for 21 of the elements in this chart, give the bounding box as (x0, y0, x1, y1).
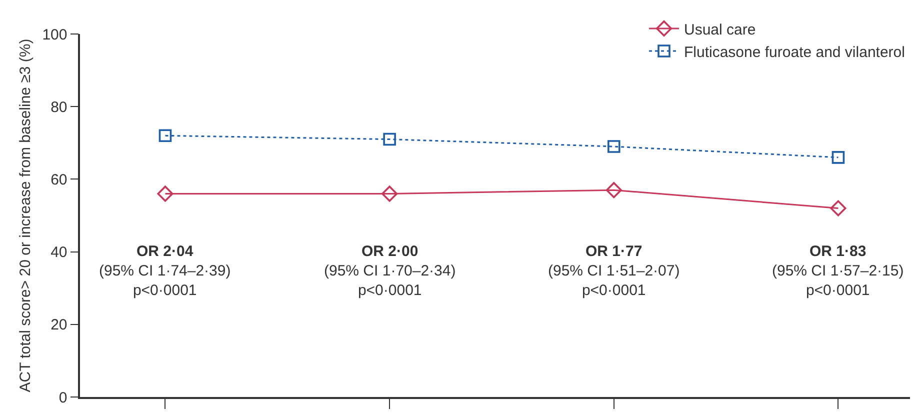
y-tick-label: 20 (50, 316, 68, 334)
y-tick-label: 40 (50, 244, 68, 262)
annotation: OR 2·04 (95% CI 1·74–2·39) p<0·0001 (99, 243, 231, 299)
y-tick-label: 100 (42, 26, 68, 44)
y-tick-label: 60 (50, 171, 68, 188)
y-axis-title: ACT total score> 20 or increase from baseline ≥3 (%) (16, 38, 34, 392)
annotation: OR 1·83 (95% CI 1·57–2·15) p<0·0001 (772, 243, 904, 299)
legend-label: Usual care (684, 21, 756, 38)
annotation: OR 2·00 (95% CI 1·70–2·34) p<0·0001 (324, 243, 456, 299)
point (607, 140, 620, 153)
legend-label: Fluticasone furoate and vilanterol (684, 44, 905, 61)
point (830, 200, 846, 216)
point (157, 186, 174, 202)
point (383, 132, 396, 146)
annotation: OR 1·77 (95% CI 1·51–2·07) p<0·0001 (548, 243, 680, 299)
y-tick-label: 0 (58, 389, 68, 406)
y-tick-label: 80 (50, 98, 68, 116)
point (606, 182, 622, 198)
point (832, 151, 845, 164)
point (158, 129, 172, 142)
point (382, 186, 398, 202)
